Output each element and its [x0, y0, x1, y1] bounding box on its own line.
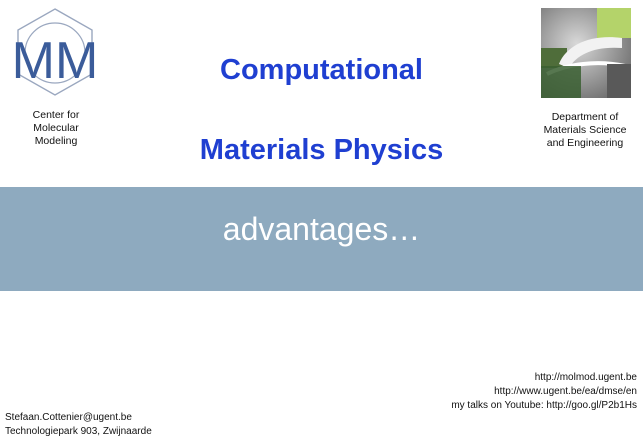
section-band: advantages…: [0, 187, 643, 291]
section-heading: advantages…: [222, 210, 421, 247]
footer-link-youtube[interactable]: my talks on Youtube: http://goo.gl/P2b1H…: [451, 400, 637, 411]
left-caption: Center for Molecular Modeling: [32, 109, 80, 147]
molmod-logo-icon: MM: [12, 8, 99, 96]
title-line-2: Materials Physics: [199, 134, 444, 166]
right-caption: Department of Materials Science and Engi…: [543, 111, 627, 149]
footer-link-molmod[interactable]: http://molmod.ugent.be: [534, 372, 637, 383]
title-line-1: Computational: [220, 54, 423, 86]
footer-email[interactable]: Stefaan.Cottenier@ugent.be: [5, 412, 132, 423]
footer-left: Stefaan.Cottenier@ugent.be Technologiepa…: [5, 411, 265, 439]
footer-right: http://molmod.ugent.be http://www.ugent.…: [297, 371, 637, 413]
molmod-logo-text: MM: [12, 32, 99, 90]
footer-link-dmse[interactable]: http://www.ugent.be/ea/dmse/en: [494, 386, 637, 397]
page-title: Computational Materials Physics: [150, 10, 493, 210]
dmse-logo-icon: [541, 8, 631, 98]
footer-address: Technologiepark 903, Zwijnaarde: [5, 426, 152, 437]
